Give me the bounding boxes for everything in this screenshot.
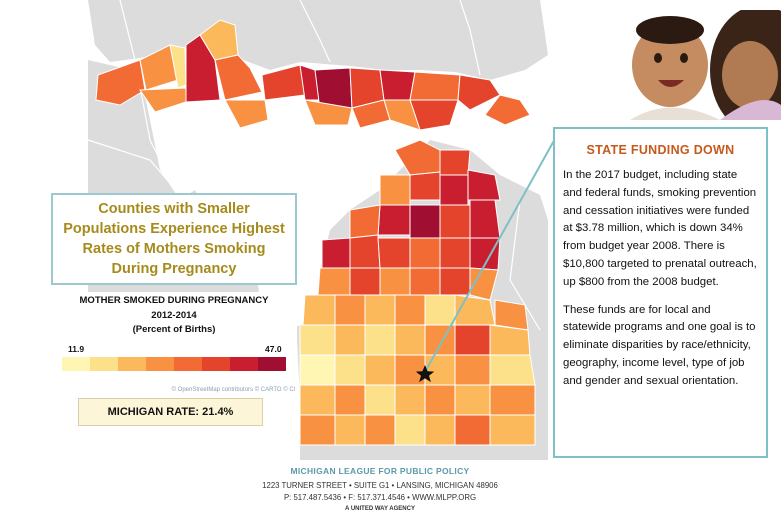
footer-tagline: A UNITED WAY AGENCY <box>345 506 415 512</box>
legend-swatch <box>230 357 258 371</box>
legend-swatch <box>62 357 90 371</box>
map-legend: MOTHER SMOKED DURING PREGNANCY 2012-2014… <box>51 292 297 399</box>
legend-swatch <box>174 357 202 371</box>
legend-color-scale <box>62 357 286 371</box>
legend-max-value: 47.0 <box>265 344 282 354</box>
legend-years: 2012-2014 <box>151 310 197 321</box>
legend-swatch <box>258 357 286 371</box>
map-title: Counties with Smaller Populations Experi… <box>63 199 285 279</box>
lower-peninsula-counties <box>299 139 536 446</box>
info-paragraph: These funds are for local and statewide … <box>563 303 756 387</box>
info-heading: STATE FUNDING DOWN <box>586 143 735 157</box>
upper-peninsula-counties <box>95 19 531 131</box>
footer-address: 1223 TURNER STREET • SUITE G1 • LANSING,… <box>262 481 498 490</box>
footer-org-name: MICHIGAN LEAGUE FOR PUBLIC POLICY <box>290 466 470 476</box>
callout-line <box>424 136 557 373</box>
info-panel: STATE FUNDING DOWN In the 2017 budget, i… <box>553 127 768 458</box>
map-title-line: Populations Experience Highest <box>63 221 285 237</box>
info-paragraph: In the 2017 budget, including state and … <box>563 169 757 288</box>
map-title-line: Counties with Smaller <box>98 201 250 217</box>
legend-swatch <box>118 357 146 371</box>
footer-contact[interactable]: P: 517.487.5436 • F: 517.371.4546 • WWW.… <box>283 493 477 502</box>
star-icon[interactable] <box>415 365 435 383</box>
state-rate-badge: MICHIGAN RATE: 21.4% <box>78 398 263 426</box>
legend-swatch <box>202 357 230 371</box>
mother-baby-photo <box>610 10 781 120</box>
map-attribution[interactable]: © OpenStreetMap contributors © CARTO © C… <box>171 387 295 393</box>
legend-swatch <box>146 357 174 371</box>
legend-swatch <box>90 357 118 371</box>
map-title-box: Counties with Smaller Populations Experi… <box>51 193 297 285</box>
legend-title: MOTHER SMOKED DURING PREGNANCY <box>79 295 269 306</box>
legend-unit: (Percent of Births) <box>132 324 216 335</box>
map-title-line: During Pregnancy <box>111 261 237 277</box>
map-title-line: Rates of Mothers Smoking <box>82 241 266 257</box>
legend-min-value: 11.9 <box>68 344 85 354</box>
